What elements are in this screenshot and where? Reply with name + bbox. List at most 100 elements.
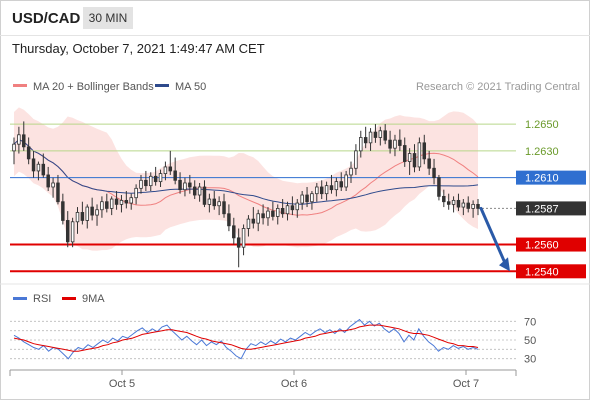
rsi-legend-swatch: [13, 297, 27, 300]
candle-body: [388, 139, 392, 149]
level-badge-1.2610: [516, 170, 586, 185]
candle-body: [46, 174, 50, 188]
candle-body: [158, 173, 163, 183]
candle-body: [61, 201, 65, 221]
candle-body: [383, 130, 387, 141]
candle-body: [183, 182, 187, 191]
candle-body: [412, 153, 417, 168]
credit-label: Research © 2021 Trading Central: [416, 81, 580, 93]
ma50-line: [13, 138, 479, 205]
time-tick-label: Oct 6: [281, 378, 307, 390]
candle-body: [85, 206, 90, 221]
candle-body: [437, 177, 441, 197]
level-badge-1.2560: [516, 237, 586, 252]
candle-body: [90, 206, 94, 216]
candle-body: [280, 208, 285, 215]
candle-body: [173, 170, 177, 181]
rsi-legend-label: RSI: [33, 293, 51, 305]
candle-body: [217, 201, 221, 207]
candle-body: [75, 212, 80, 223]
candle-body: [319, 186, 324, 195]
candle-body: [427, 158, 431, 169]
level-labels: 1.2650 1.2630 1.2610 1.2587 1.2560 1.2540: [516, 119, 586, 279]
moving-averages: [13, 138, 479, 216]
candle-body: [251, 218, 256, 224]
candle-body: [300, 194, 304, 204]
rsi-tick-70: 70: [524, 316, 536, 328]
level-badge-1.2540: [516, 264, 586, 279]
candle-body: [31, 158, 36, 172]
candle-body: [139, 179, 143, 189]
candle-body: [310, 193, 314, 203]
candle-body: [422, 142, 427, 160]
time-axis: Oct 5 Oct 6 Oct 7: [9, 369, 517, 390]
candle-body: [446, 201, 451, 205]
candle-body: [334, 181, 339, 191]
candle-body: [80, 212, 85, 221]
candle-body: [451, 199, 456, 205]
candle-body: [285, 205, 290, 215]
candle-body: [17, 134, 21, 145]
candle-body: [461, 202, 466, 208]
forecast-arrow-head: [499, 257, 510, 272]
bollinger-band-area: [14, 107, 478, 251]
candle-body: [354, 150, 358, 169]
candle-body: [290, 205, 295, 211]
candle-body: [26, 146, 31, 160]
candle-body: [124, 199, 129, 204]
candle-body: [12, 143, 16, 152]
candle-body: [119, 199, 124, 205]
level-label-1.2560: 1.2560: [525, 240, 559, 252]
candle-body: [114, 198, 119, 205]
candle-body: [344, 174, 348, 188]
candle-body: [100, 201, 104, 211]
candle-body: [163, 166, 168, 175]
candle-body: [246, 218, 251, 229]
candle-body: [378, 130, 383, 138]
header-bar: USD/CAD 30 MIN: [0, 0, 590, 36]
candle-body: [398, 139, 402, 146]
candle-body: [212, 198, 216, 207]
level-label-1.2650: 1.2650: [525, 119, 559, 131]
ma50-legend-swatch: [155, 84, 169, 87]
candle-body: [22, 134, 26, 148]
candle-body: [476, 203, 480, 209]
candle-body: [305, 194, 309, 203]
candle-body: [271, 210, 275, 217]
level-label-1.2610: 1.2610: [525, 173, 559, 185]
bollinger-bands: [14, 107, 478, 251]
rsi-ma-line: [13, 324, 479, 352]
candle-body: [178, 179, 182, 191]
rsi-ma-legend-label: 9MA: [82, 293, 105, 305]
candle-body: [407, 153, 412, 162]
candle-body: [56, 182, 60, 203]
candle-body: [432, 167, 436, 179]
candle-body: [266, 210, 270, 219]
forecast-arrow: [479, 206, 510, 272]
candlesticks: [12, 121, 480, 268]
ma20-legend-swatch: [13, 84, 27, 87]
candle-body: [276, 208, 280, 217]
timeframe-button[interactable]: 30 MIN: [83, 7, 133, 29]
candle-body: [207, 198, 212, 205]
candle-body: [349, 167, 353, 176]
candle-body: [236, 237, 241, 248]
candle-body: [144, 179, 148, 187]
candle-body: [222, 201, 226, 215]
candle-body: [368, 131, 373, 144]
candle-body: [129, 197, 133, 204]
candle-body: [241, 228, 246, 248]
candle-body: [202, 186, 207, 205]
level-label-1.2587: 1.2587: [525, 203, 559, 215]
candle-body: [315, 186, 319, 195]
rsi-line: [13, 318, 479, 360]
candle-body: [466, 202, 470, 209]
candle-body: [153, 175, 158, 183]
level-label-1.2630: 1.2630: [525, 146, 559, 158]
candle-body: [442, 195, 446, 203]
candle-body: [70, 221, 75, 243]
candle-body: [402, 145, 407, 162]
candle-body: [95, 209, 99, 216]
candle-body: [456, 199, 461, 208]
